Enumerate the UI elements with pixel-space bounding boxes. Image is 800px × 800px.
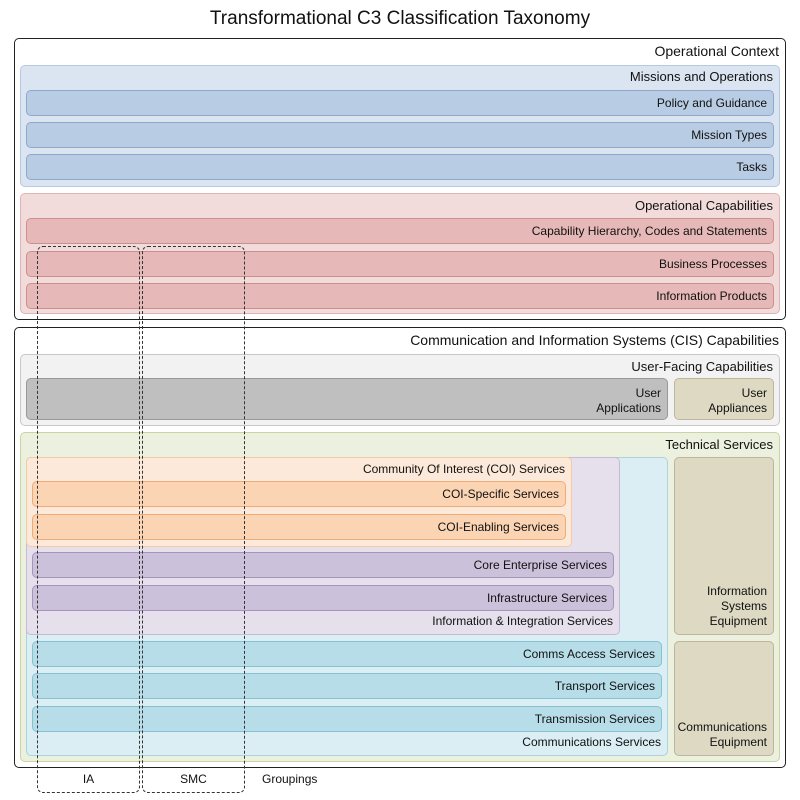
information-systems-equipment-box: Information Systems Equipment bbox=[674, 457, 774, 635]
diagram-title: Transformational C3 Classification Taxon… bbox=[209, 8, 591, 29]
coi-enabling-services-box: COI-Enabling Services bbox=[32, 514, 566, 540]
groupings-label: Groupings bbox=[262, 772, 318, 786]
tasks-box: Tasks bbox=[26, 154, 774, 180]
technical-services-label: Technical Services bbox=[665, 437, 773, 452]
information-systems-equipment-label: Information Systems Equipment bbox=[706, 584, 767, 628]
infrastructure-services-box: Infrastructure Services bbox=[32, 585, 614, 611]
user-appliances-label: User Appliances bbox=[708, 386, 767, 415]
missions-and-operations-label: Missions and Operations bbox=[629, 69, 773, 84]
transport-services-box: Transport Services bbox=[32, 673, 662, 699]
communications-equipment-label: Communications Equipment bbox=[677, 720, 767, 749]
coi-specific-services-box: COI-Specific Services bbox=[32, 481, 566, 507]
information-integration-services-label: Information & Integration Services bbox=[432, 614, 613, 628]
comms-access-services-box: Comms Access Services bbox=[32, 641, 662, 667]
coi-services-label: Community Of Interest (COI) Services bbox=[362, 462, 565, 476]
operational-capabilities-label: Operational Capabilities bbox=[634, 198, 773, 213]
core-enterprise-services-box: Core Enterprise Services bbox=[32, 552, 614, 578]
mission-types-box: Mission Types bbox=[26, 122, 774, 148]
transmission-services-box: Transmission Services bbox=[32, 706, 662, 732]
smc-grouping-box bbox=[142, 246, 245, 793]
information-products-box: Information Products bbox=[26, 283, 774, 309]
operational-context-label: Operational Context bbox=[654, 43, 779, 59]
user-applications-box: User Applications bbox=[26, 378, 668, 420]
smc-grouping-label: SMC bbox=[180, 772, 207, 786]
ia-grouping-box bbox=[37, 246, 140, 793]
communications-equipment-box: Communications Equipment bbox=[674, 641, 774, 756]
user-facing-capabilities-label: User-Facing Capabilities bbox=[631, 359, 773, 374]
cis-capabilities-label: Communication and Information Systems (C… bbox=[410, 332, 779, 348]
user-appliances-box: User Appliances bbox=[674, 378, 774, 420]
user-applications-label: User Applications bbox=[596, 386, 661, 415]
business-processes-box: Business Processes bbox=[26, 251, 774, 277]
ia-grouping-label: IA bbox=[82, 772, 95, 786]
capability-hierarchy-box: Capability Hierarchy, Codes and Statemen… bbox=[26, 218, 774, 244]
policy-and-guidance-box: Policy and Guidance bbox=[26, 90, 774, 116]
communications-services-label: Communications Services bbox=[522, 735, 661, 749]
